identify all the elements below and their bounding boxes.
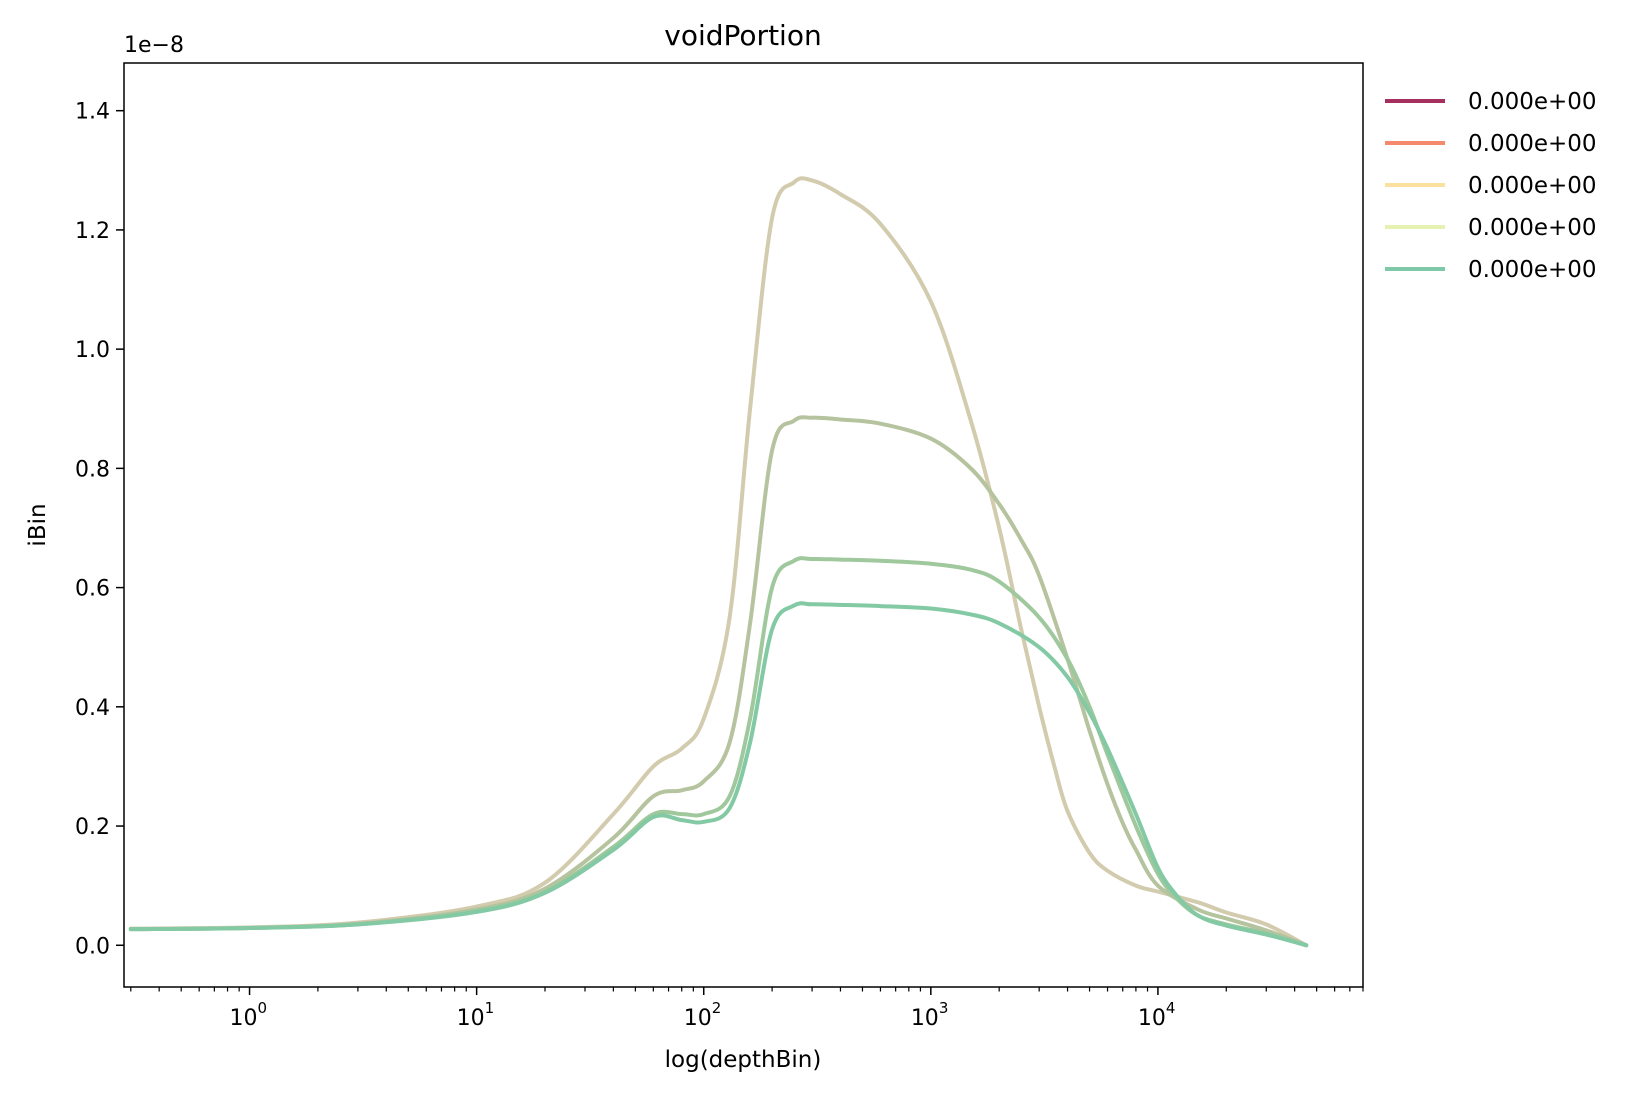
series-line-4 [128,601,1309,948]
y-tick-label: 0.6 [75,577,110,602]
x-tick-label: 10 [457,1006,485,1031]
x-tick-label: 10 [684,1006,712,1031]
x-tick-exponent: 4 [1166,999,1176,1017]
y-tick-label: 0.2 [75,815,110,840]
x-tick-exponent: 2 [712,999,722,1017]
y-tick-label: 1.2 [75,219,110,244]
plot-frame [123,62,1364,988]
y-tick-label: 0.8 [75,457,110,482]
legend-label-3: 0.000e+00 [1468,173,1597,199]
y-axis-ticks: 0.0 0.2 0.4 0.6 0.8 1.0 1.2 1.4 [75,100,124,959]
x-tick-exponent: 1 [485,999,495,1017]
chart-title: voidPortion [664,19,821,52]
legend-label-4: 0.000e+00 [1468,215,1597,241]
x-axis-label: log(depthBin) [665,1047,822,1073]
y-tick-label: 1.4 [75,100,110,125]
x-tick-label: 10 [230,1006,258,1031]
x-tick-exponent: 0 [258,999,268,1017]
legend-label-5: 0.000e+00 [1468,257,1597,283]
legend-label-1: 0.000e+00 [1468,89,1597,115]
series-line-1 [128,176,1309,948]
series-line-2 [128,415,1309,948]
x-axis-ticks: 10 0 10 1 10 2 10 3 10 4 [130,987,1364,1031]
legend: 0.000e+00 0.000e+00 0.000e+00 0.000e+00 0.00… [1385,89,1597,283]
legend-label-2: 0.000e+00 [1468,131,1597,157]
y-offset-text: 1e−8 [124,33,184,58]
x-tick-exponent: 3 [939,999,949,1017]
y-tick-label: 1.0 [75,338,110,363]
y-tick-label: 0.4 [75,696,110,721]
x-tick-label: 10 [1138,1006,1166,1031]
y-tick-label: 0.0 [75,934,110,959]
y-axis-label: iBin [25,503,51,546]
series-layer [128,176,1309,948]
x-tick-label: 10 [911,1006,939,1031]
